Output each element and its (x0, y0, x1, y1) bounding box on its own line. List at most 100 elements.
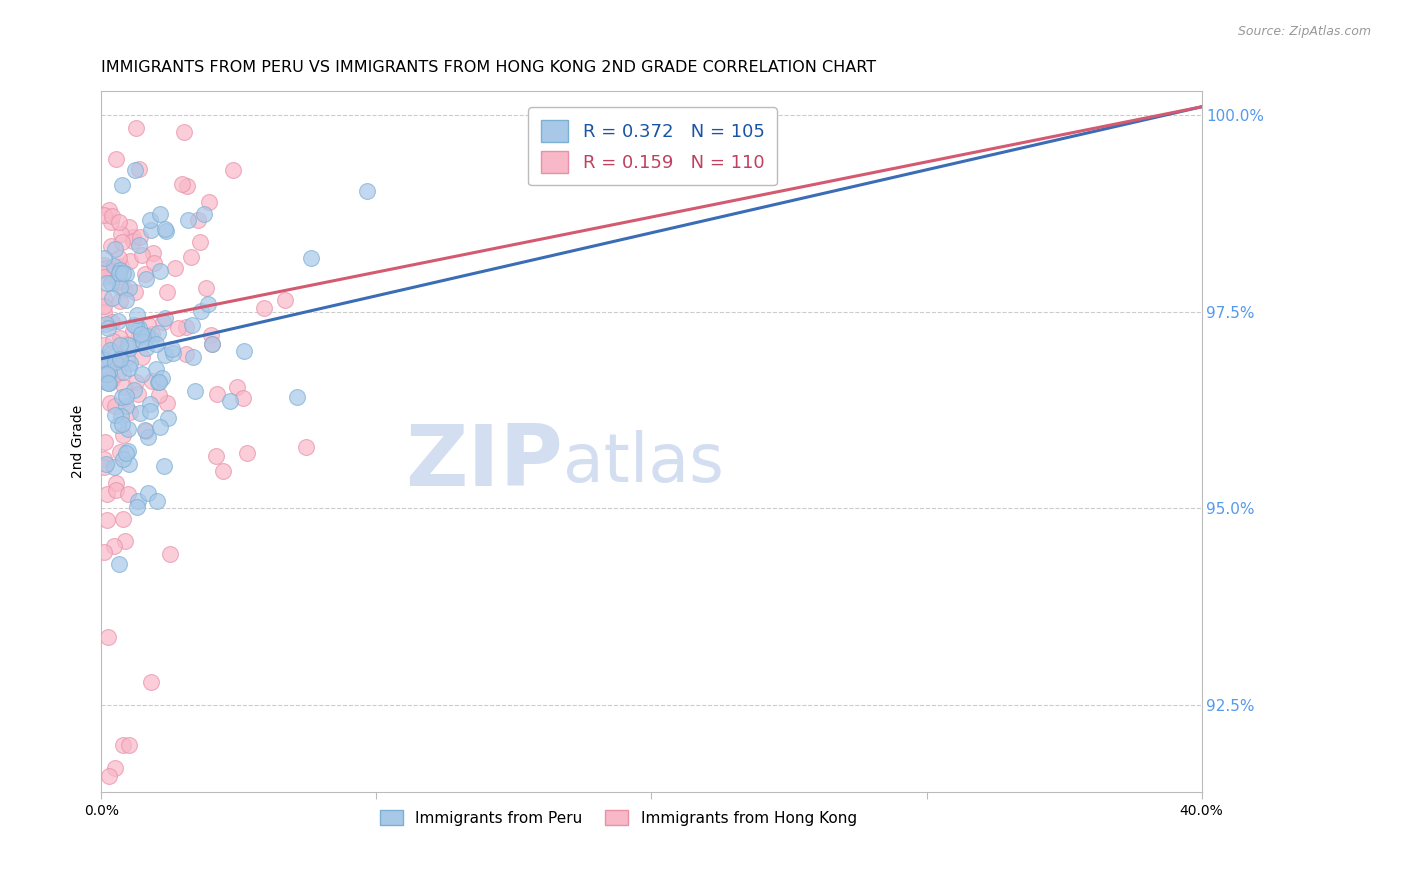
Point (104, 399, 127, 413)
Point (118, 253, 141, 268)
Point (141, 326, 163, 341)
Point (212, 464, 235, 478)
Point (104, 152, 127, 166)
Point (110, 235, 132, 249)
Point (128, 230, 150, 244)
Point (93, 251, 115, 265)
Point (117, 220, 139, 235)
Point (108, 275, 131, 289)
Point (149, 206, 172, 220)
Point (145, 337, 167, 351)
Point (194, 281, 217, 295)
Point (103, 539, 125, 553)
Point (148, 420, 170, 434)
Point (125, 375, 148, 389)
Point (98, 343, 121, 357)
Point (153, 222, 176, 236)
Point (108, 263, 131, 277)
Point (124, 285, 146, 300)
Point (118, 404, 141, 418)
Point (152, 315, 174, 329)
Point (115, 268, 138, 282)
Point (103, 259, 125, 273)
Point (201, 337, 224, 351)
Point (139, 213, 162, 227)
Point (114, 533, 136, 548)
Point (135, 424, 157, 438)
Point (124, 163, 146, 178)
Point (112, 365, 135, 379)
Point (118, 738, 141, 752)
Point (146, 326, 169, 340)
Point (162, 342, 184, 356)
Point (111, 452, 134, 467)
Point (190, 303, 212, 318)
Point (100, 346, 122, 360)
Point (93, 269, 115, 284)
Point (96, 513, 118, 527)
Point (100, 238, 122, 252)
Point (148, 375, 170, 389)
Point (117, 444, 139, 458)
Point (129, 327, 152, 342)
Point (101, 334, 124, 348)
Point (142, 246, 165, 260)
Point (100, 214, 122, 228)
Point (112, 266, 135, 280)
Point (98, 364, 121, 378)
Point (176, 178, 198, 193)
Point (142, 256, 165, 270)
Point (177, 213, 200, 227)
Point (100, 277, 122, 291)
Point (129, 329, 152, 343)
Point (115, 446, 138, 460)
Point (108, 252, 131, 266)
Point (125, 308, 148, 322)
Point (107, 313, 129, 327)
Point (135, 271, 157, 285)
Point (108, 294, 131, 309)
Point (97, 321, 120, 335)
Point (93, 299, 115, 313)
Point (274, 293, 297, 308)
Point (96, 457, 118, 471)
Point (107, 417, 129, 432)
Point (132, 333, 155, 347)
Point (134, 268, 156, 282)
Point (111, 512, 134, 526)
Point (93, 460, 115, 475)
Point (197, 297, 219, 311)
Point (93, 353, 115, 368)
Point (159, 547, 181, 561)
Point (139, 674, 162, 689)
Point (204, 450, 226, 464)
Point (115, 293, 138, 308)
Point (135, 341, 157, 355)
Point (299, 251, 322, 265)
Point (201, 337, 224, 351)
Point (232, 391, 254, 405)
Point (93, 262, 115, 277)
Point (129, 406, 152, 420)
Point (139, 404, 162, 418)
Legend: Immigrants from Peru, Immigrants from Hong Kong: Immigrants from Peru, Immigrants from Ho… (373, 802, 865, 833)
Point (108, 266, 131, 280)
Point (138, 397, 160, 411)
Point (146, 494, 169, 508)
Point (103, 460, 125, 475)
Point (110, 259, 132, 273)
Text: ZIP: ZIP (405, 421, 564, 504)
Point (128, 328, 150, 343)
Point (121, 234, 143, 248)
Point (118, 356, 141, 370)
Point (97, 202, 120, 217)
Point (104, 242, 127, 256)
Point (162, 346, 184, 360)
Point (93, 351, 115, 365)
Point (98, 396, 121, 410)
Point (122, 324, 145, 338)
Point (104, 483, 127, 498)
Point (184, 384, 207, 399)
Point (111, 427, 134, 442)
Text: Source: ZipAtlas.com: Source: ZipAtlas.com (1237, 25, 1371, 38)
